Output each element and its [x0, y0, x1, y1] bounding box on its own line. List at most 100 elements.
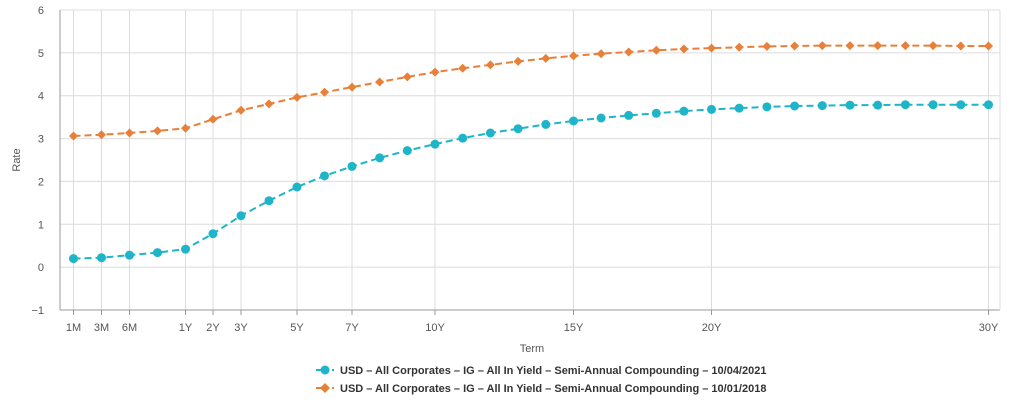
data-point[interactable] [651, 45, 661, 55]
data-point[interactable] [430, 139, 440, 149]
data-point[interactable] [347, 82, 357, 92]
data-point[interactable] [790, 41, 800, 51]
y-tick-label: 1 [38, 219, 44, 231]
data-point[interactable] [790, 101, 800, 111]
plot-area [60, 10, 1000, 310]
data-point[interactable] [541, 119, 551, 129]
x-tick-label: 10Y [425, 322, 445, 334]
y-tick-label: 2 [38, 176, 44, 188]
y-tick-label: 0 [38, 262, 44, 274]
legend-diamond-marker [320, 383, 330, 393]
data-point[interactable] [569, 51, 578, 61]
data-point[interactable] [458, 63, 468, 73]
data-point[interactable] [762, 102, 772, 112]
data-point[interactable] [624, 110, 634, 120]
series-2 [69, 41, 993, 141]
data-point[interactable] [97, 253, 106, 263]
data-point[interactable] [900, 100, 910, 110]
data-point[interactable] [125, 250, 134, 260]
data-point[interactable] [69, 131, 78, 141]
data-point[interactable] [513, 56, 523, 66]
series-group [69, 41, 993, 264]
data-point[interactable] [320, 171, 329, 181]
data-point[interactable] [734, 103, 744, 113]
x-tick-label: 15Y [564, 322, 584, 334]
legend-item-1[interactable]: USD – All Corporates – IG – All In Yield… [316, 365, 766, 377]
data-point[interactable] [181, 123, 190, 133]
data-point[interactable] [208, 229, 218, 239]
data-point[interactable] [984, 100, 993, 110]
data-point[interactable] [292, 92, 302, 102]
data-point[interactable] [292, 182, 302, 192]
data-point[interactable] [956, 41, 966, 51]
data-point[interactable] [624, 47, 634, 57]
data-point[interactable] [513, 124, 523, 134]
data-point[interactable] [679, 106, 689, 116]
data-point[interactable] [458, 133, 468, 143]
data-point[interactable] [208, 114, 218, 124]
data-point[interactable] [928, 100, 938, 110]
data-point[interactable] [320, 87, 329, 97]
x-tick-label: 30Y [979, 322, 999, 334]
data-point[interactable] [402, 146, 412, 156]
data-point[interactable] [569, 116, 578, 126]
data-point[interactable] [153, 126, 162, 136]
y-tick-label: 6 [38, 5, 44, 17]
x-tick-label: 3M [94, 322, 109, 334]
data-point[interactable] [402, 72, 412, 82]
x-tick-label: 7Y [345, 322, 359, 334]
x-tick-label: 20Y [702, 322, 722, 334]
data-point[interactable] [596, 113, 606, 123]
data-point[interactable] [984, 41, 993, 51]
data-point[interactable] [153, 248, 162, 258]
data-point[interactable] [845, 41, 855, 51]
data-point[interactable] [651, 108, 661, 118]
data-point[interactable] [900, 41, 910, 51]
data-point[interactable] [347, 161, 357, 171]
legend[interactable]: USD – All Corporates – IG – All In Yield… [316, 365, 766, 395]
data-point[interactable] [264, 196, 274, 206]
data-point[interactable] [430, 67, 440, 77]
data-point[interactable] [817, 41, 827, 51]
data-point[interactable] [485, 128, 495, 138]
data-point[interactable] [873, 41, 883, 51]
x-tick-label: 1M [66, 322, 81, 334]
data-point[interactable] [541, 53, 551, 63]
y-axis-ticks: −1 0 1 2 3 4 5 6 [31, 5, 44, 317]
series-1 [69, 100, 993, 264]
y-tick-label: 4 [38, 91, 44, 103]
legend-item-2[interactable]: USD – All Corporates – IG – All In Yield… [316, 383, 766, 395]
x-tick-label: 5Y [290, 322, 304, 334]
y-axis-title: Rate [11, 148, 23, 171]
data-point[interactable] [707, 104, 716, 114]
legend-label: USD – All Corporates – IG – All In Yield… [340, 383, 766, 395]
data-point[interactable] [817, 101, 827, 111]
data-point[interactable] [375, 153, 385, 163]
data-point[interactable] [707, 43, 716, 53]
data-point[interactable] [762, 41, 772, 51]
data-point[interactable] [264, 99, 274, 109]
data-point[interactable] [375, 77, 385, 87]
data-point[interactable] [97, 130, 106, 140]
data-point[interactable] [845, 100, 855, 110]
data-point[interactable] [181, 244, 190, 254]
data-point[interactable] [928, 41, 938, 51]
data-point[interactable] [125, 128, 134, 138]
x-tick-label: 3Y [234, 322, 248, 334]
legend-circle-marker [320, 365, 330, 375]
data-point[interactable] [69, 254, 78, 264]
y-tick-label: 3 [38, 134, 44, 146]
x-tick-label: 2Y [206, 322, 220, 334]
data-point[interactable] [873, 100, 883, 110]
data-point[interactable] [236, 211, 246, 221]
data-point[interactable] [485, 60, 495, 70]
data-point[interactable] [236, 105, 246, 115]
data-point[interactable] [679, 44, 689, 54]
y-tick-label: 5 [38, 48, 44, 60]
x-tick-label: 1Y [179, 322, 193, 334]
data-point[interactable] [734, 42, 744, 52]
data-point[interactable] [956, 100, 966, 110]
data-point[interactable] [596, 49, 606, 59]
legend-label: USD – All Corporates – IG – All In Yield… [340, 365, 766, 377]
